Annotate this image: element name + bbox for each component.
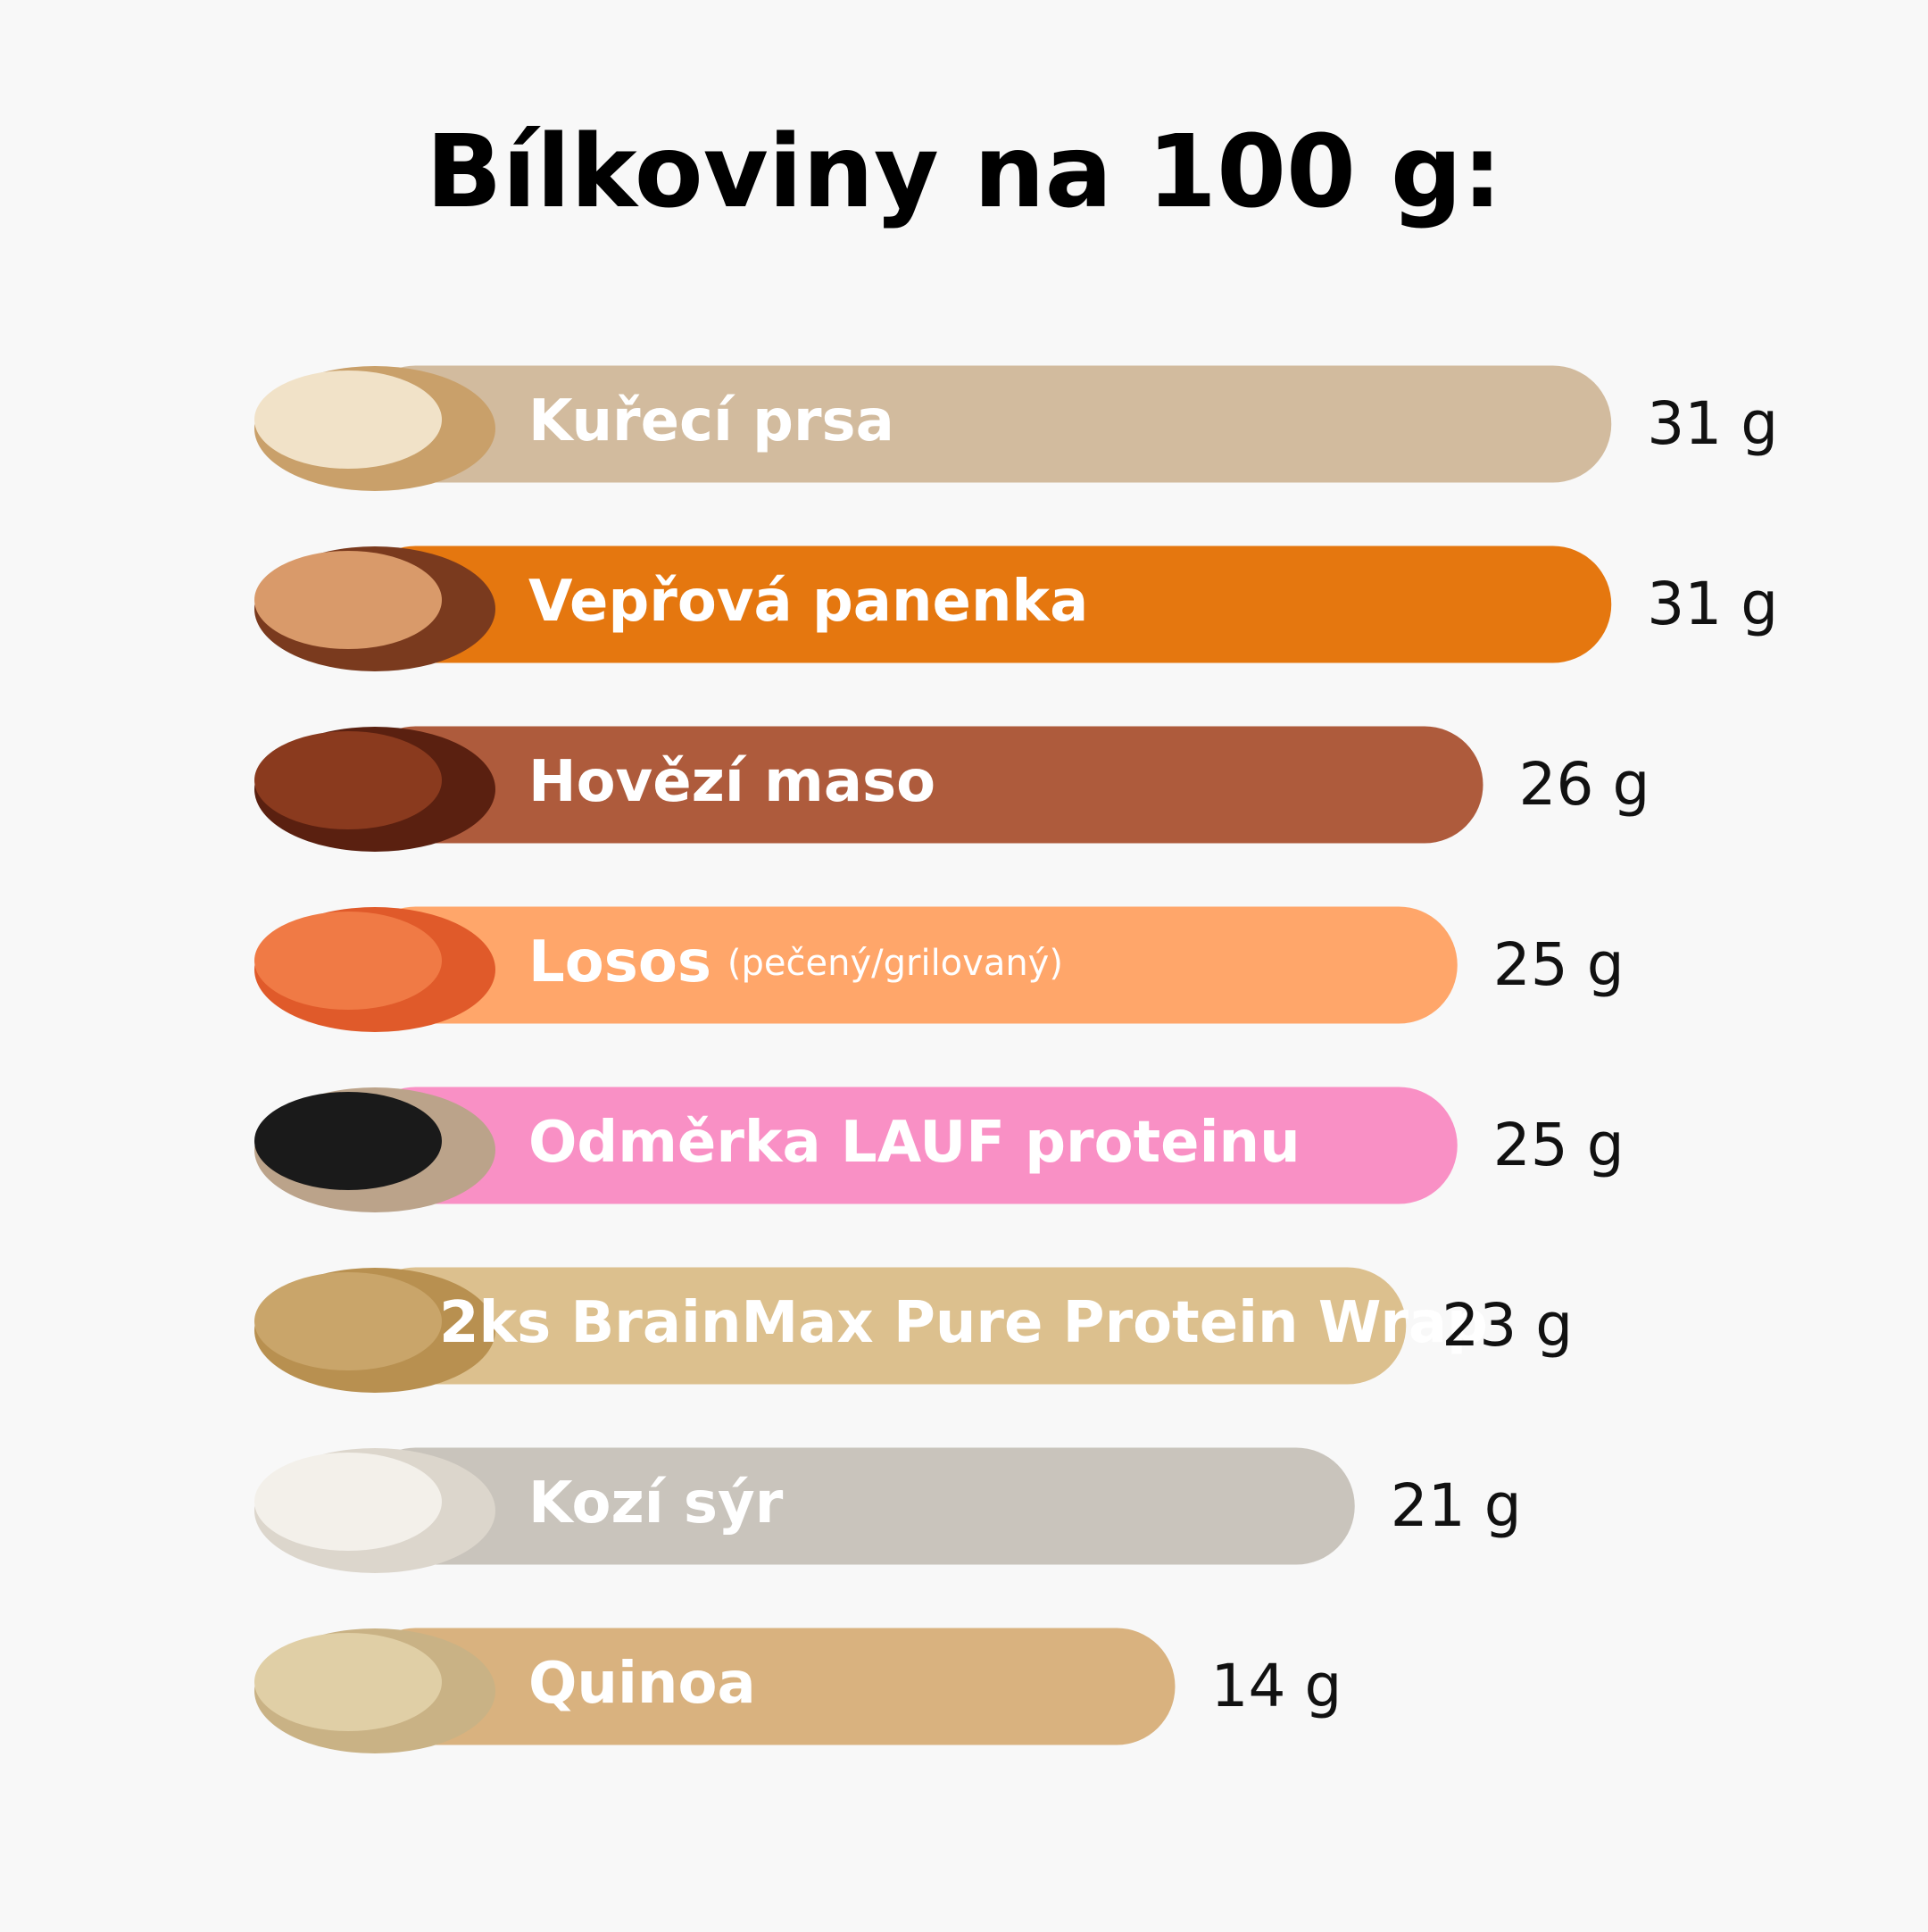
food-image <box>254 371 442 469</box>
bar <box>357 906 1458 1024</box>
value-label: 21 g <box>1391 1471 1522 1540</box>
value-label: 26 g <box>1519 750 1650 819</box>
category-label: Losos (pečený/grilovaný) <box>528 929 1063 995</box>
category-label: Kozí sýr <box>528 1470 784 1536</box>
food-image <box>254 551 442 649</box>
value-label: 23 g <box>1442 1291 1573 1360</box>
category-name: Hovězí maso <box>528 749 935 815</box>
bar <box>357 1267 1407 1385</box>
bar <box>357 545 1612 663</box>
category-name: Quinoa <box>528 1651 756 1717</box>
value-label: 14 g <box>1211 1652 1342 1720</box>
food-image <box>254 731 442 829</box>
value-label: 31 g <box>1647 389 1778 458</box>
category-label: Vepřová panenka <box>528 569 1088 635</box>
category-label: 2ks BrainMax Pure Protein Wrap <box>439 1290 1488 1356</box>
category-name: Losos <box>528 929 711 995</box>
chart-title: Bílkoviny na 100 g: <box>426 114 1502 230</box>
bar <box>357 1447 1355 1565</box>
value-label: 25 g <box>1493 1111 1625 1179</box>
bar <box>357 1087 1458 1204</box>
category-name: Vepřová panenka <box>528 569 1088 635</box>
food-image <box>254 1453 442 1551</box>
category-name: Kozí sýr <box>528 1470 784 1536</box>
bar <box>357 1628 1176 1745</box>
food-image <box>254 1633 442 1731</box>
category-label: Quinoa <box>528 1651 756 1717</box>
bar <box>357 726 1483 844</box>
value-label: 25 g <box>1493 930 1625 999</box>
category-note: (pečený/grilovaný) <box>727 943 1063 984</box>
bar <box>357 365 1612 483</box>
food-image <box>254 1092 442 1190</box>
value-label: 31 g <box>1647 570 1778 638</box>
category-label: Odměrka LAUF proteinu <box>528 1110 1301 1176</box>
food-image <box>254 1272 442 1370</box>
category-name: 2ks BrainMax Pure Protein Wrap <box>439 1290 1488 1356</box>
category-label: Hovězí maso <box>528 749 935 815</box>
food-image <box>254 912 442 1010</box>
category-name: Odměrka LAUF proteinu <box>528 1110 1301 1176</box>
category-label: Kuřecí prsa <box>528 388 894 454</box>
category-name: Kuřecí prsa <box>528 388 894 454</box>
